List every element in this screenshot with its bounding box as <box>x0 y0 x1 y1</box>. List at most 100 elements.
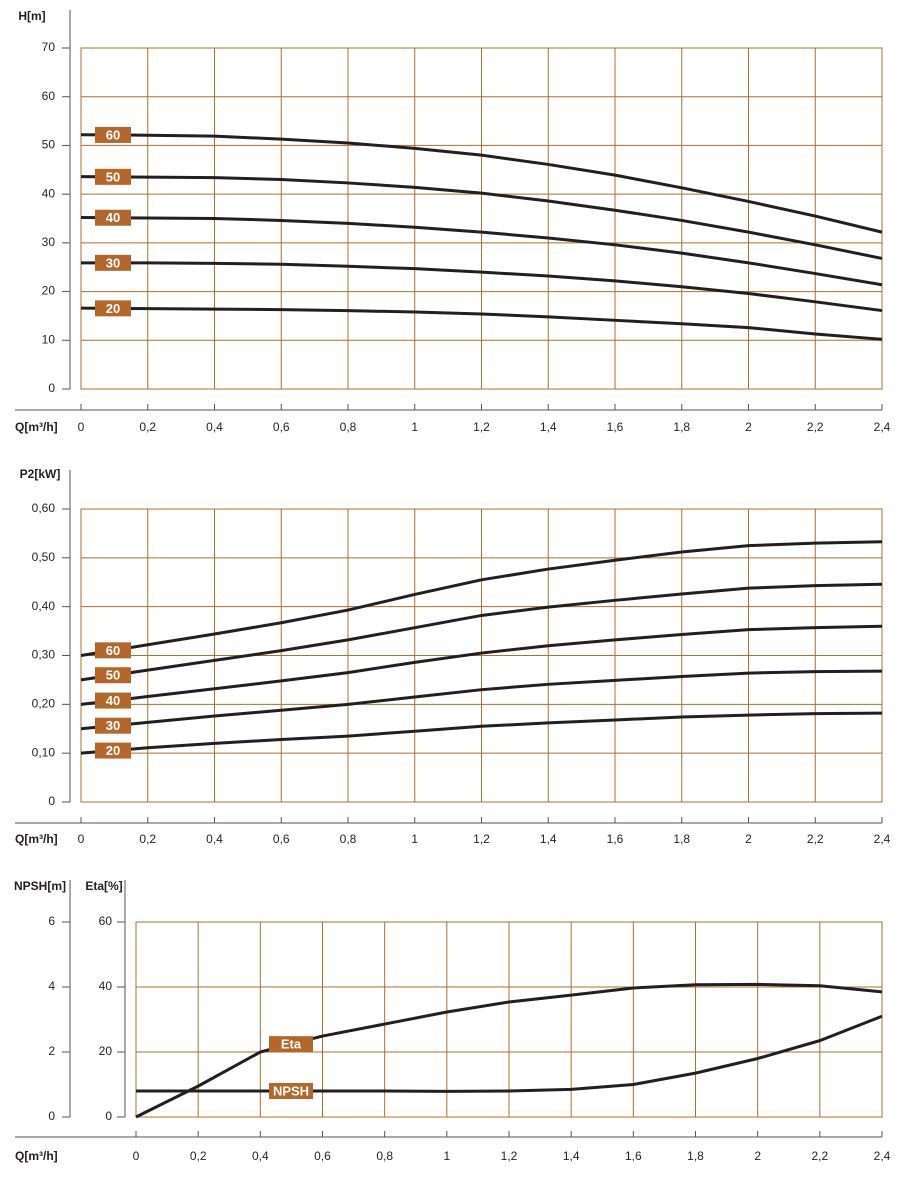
y2-tick-label: 40 <box>99 979 113 993</box>
x-tick-label: 1,2 <box>501 1149 518 1163</box>
x-tick-label: 0,4 <box>252 1149 269 1163</box>
series-label: 50 <box>106 668 120 683</box>
y-tick-label: 6 <box>48 914 55 928</box>
curve <box>135 982 883 1119</box>
x-tick-label: 1,6 <box>607 832 624 846</box>
y-tick-label: 0,40 <box>32 599 56 613</box>
x-tick-label: 2,2 <box>811 1149 828 1163</box>
y2-tick-label: 20 <box>99 1044 113 1058</box>
y-tick-label: 40 <box>42 186 56 200</box>
x-tick-label: 1,8 <box>673 420 690 434</box>
x-tick-label: 2 <box>745 420 752 434</box>
x-tick-label: 2,4 <box>874 420 891 434</box>
x-tick-label: 0,2 <box>139 832 156 846</box>
curve <box>80 624 883 706</box>
x-tick-label: 0,6 <box>273 832 290 846</box>
y-tick-label: 70 <box>42 40 56 54</box>
x-tick-label: 1,6 <box>625 1149 642 1163</box>
x-tick-label: 1 <box>411 420 418 434</box>
x-tick-label: 2,2 <box>807 420 824 434</box>
y-tick-label: 0 <box>48 1109 55 1123</box>
x-tick-label: 1 <box>443 1149 450 1163</box>
x-tick-label: 0 <box>133 1149 140 1163</box>
series-label-box <box>95 717 131 734</box>
y-tick-label: 2 <box>48 1044 55 1058</box>
y-tick-label: 0,20 <box>32 697 56 711</box>
x-tick-label: 0,6 <box>273 420 290 434</box>
curve <box>80 582 883 682</box>
x-tick-label: 1,4 <box>540 420 557 434</box>
series-label: 30 <box>106 255 120 270</box>
series-label-box <box>95 742 131 759</box>
y-tick-label: 30 <box>42 235 56 249</box>
curve <box>81 261 883 313</box>
y2-tick-label: 0 <box>105 1109 112 1123</box>
y-tick-label: 4 <box>48 979 55 993</box>
series-label-box <box>95 126 131 143</box>
x-tick-label: 2,4 <box>874 832 891 846</box>
series-label: 20 <box>106 301 120 316</box>
x-tick-label: 1,4 <box>540 832 557 846</box>
curve <box>80 306 883 341</box>
series-label-box <box>269 1036 313 1053</box>
x-axis-label: Q[m³/h] <box>15 420 58 434</box>
curve <box>80 175 883 260</box>
x-tick-label: 0,2 <box>139 420 156 434</box>
x-tick-label: 0 <box>78 420 85 434</box>
curve <box>80 540 883 657</box>
x-tick-label: 1,8 <box>687 1149 704 1163</box>
y-tick-label: 0 <box>48 381 55 395</box>
series-label-box <box>95 209 131 226</box>
x-tick-label: 0,8 <box>340 832 357 846</box>
series-label-box <box>95 667 131 684</box>
series-label-box <box>95 300 131 317</box>
series-label: 40 <box>106 210 120 225</box>
series-label: 50 <box>106 169 120 184</box>
y2-tick-label: 60 <box>99 914 113 928</box>
x-tick-label: 0,4 <box>206 420 223 434</box>
series-label-box <box>95 168 131 185</box>
curve <box>136 1014 883 1093</box>
y-tick-label: 60 <box>42 89 56 103</box>
x-tick-label: 1,8 <box>673 832 690 846</box>
series-label: 20 <box>106 743 120 758</box>
curve <box>80 669 883 731</box>
curve <box>80 711 883 755</box>
y2-axis-label: Eta[%] <box>85 879 122 893</box>
x-tick-label: 2,4 <box>874 1149 891 1163</box>
y-tick-label: 0,60 <box>32 501 56 515</box>
y-tick-label: 0,10 <box>32 745 56 759</box>
x-axis-label: Q[m³/h] <box>15 1149 58 1163</box>
series-label-box <box>269 1083 313 1099</box>
series-label-box <box>95 642 131 659</box>
series-label-box <box>95 254 131 271</box>
series-label: NPSH <box>273 1083 309 1098</box>
x-tick-label: 1,4 <box>563 1149 580 1163</box>
series-label: 40 <box>106 693 120 708</box>
curve <box>80 216 883 287</box>
y-tick-label: 20 <box>42 284 56 298</box>
curve <box>80 133 883 234</box>
x-tick-label: 0,8 <box>340 420 357 434</box>
x-tick-label: 0 <box>78 832 85 846</box>
x-tick-label: 0,8 <box>376 1149 393 1163</box>
x-tick-label: 1,2 <box>473 832 490 846</box>
x-tick-label: 2 <box>754 1149 761 1163</box>
y-axis-label: P2[kW] <box>20 467 61 481</box>
y-axis-label: H[m] <box>18 9 45 23</box>
x-tick-label: 1,6 <box>607 420 624 434</box>
series-label-box <box>95 692 131 709</box>
y-tick-label: 50 <box>42 138 56 152</box>
x-tick-label: 1,2 <box>473 420 490 434</box>
series-label: Eta <box>281 1037 302 1052</box>
x-tick-label: 2 <box>745 832 752 846</box>
series-label: 60 <box>106 127 120 142</box>
y-tick-label: 0,50 <box>32 550 56 564</box>
x-axis-label: Q[m³/h] <box>15 832 58 846</box>
series-label: 30 <box>106 718 120 733</box>
series-label: 60 <box>106 643 120 658</box>
y-tick-label: 10 <box>42 332 56 346</box>
x-tick-label: 0,4 <box>206 832 223 846</box>
x-tick-label: 1 <box>411 832 418 846</box>
